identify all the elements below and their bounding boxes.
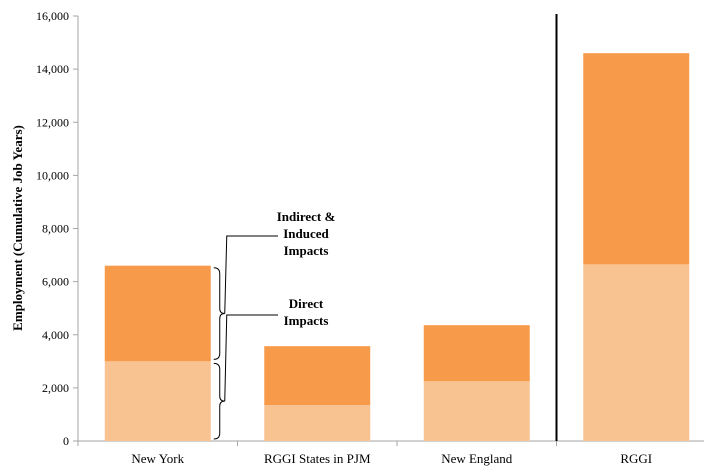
annotation-text: Induced xyxy=(283,226,329,241)
y-tick-label: 10,000 xyxy=(36,168,69,182)
bar-segment-series-1-new-york xyxy=(104,265,211,362)
bar-segment-series-0-new-england xyxy=(423,381,530,441)
y-tick-label: 2,000 xyxy=(42,381,69,395)
bar-segment-series-1-new-england xyxy=(423,325,530,382)
y-axis-label: Employment (Cumulative Job Years) xyxy=(10,125,25,331)
bar-segment-series-1-rggi-states-in-pjm xyxy=(264,346,371,406)
x-tick-label: RGGI xyxy=(620,451,652,466)
annotation-text: Direct xyxy=(289,296,324,311)
y-tick-label: 14,000 xyxy=(36,62,69,76)
y-tick-label: 0 xyxy=(63,434,69,448)
annotation-leader xyxy=(224,314,278,402)
y-tick-label: 12,000 xyxy=(36,115,69,129)
y-tick-label: 16,000 xyxy=(36,9,69,23)
bar-segment-series-1-rggi xyxy=(583,53,690,265)
annotation-text: Impacts xyxy=(284,243,329,258)
annotation-text: Indirect & xyxy=(277,209,336,224)
annotation-leader xyxy=(224,235,278,314)
bar-segment-series-0-new-york xyxy=(104,361,211,441)
x-tick-label: RGGI States in PJM xyxy=(264,451,371,466)
x-tick-label: New York xyxy=(131,451,184,466)
annotation-brace xyxy=(213,267,225,360)
bar-segment-series-0-rggi-states-in-pjm xyxy=(264,405,371,441)
annotations: Indirect & Induced Impacts Direct Impacts xyxy=(213,209,336,440)
axes: 0 2,000 4,000 6,000 8,000 10,000 12,000 14,000 1… xyxy=(36,9,704,466)
annotation-brace xyxy=(213,362,225,440)
bars xyxy=(104,53,690,441)
y-tick-label: 6,000 xyxy=(42,275,69,289)
bar-segment-series-0-rggi xyxy=(583,264,690,441)
annotation-text: Impacts xyxy=(284,313,329,328)
y-tick-label: 8,000 xyxy=(42,222,69,236)
y-tick-label: 4,000 xyxy=(42,328,69,342)
x-tick-label: New England xyxy=(441,451,513,466)
